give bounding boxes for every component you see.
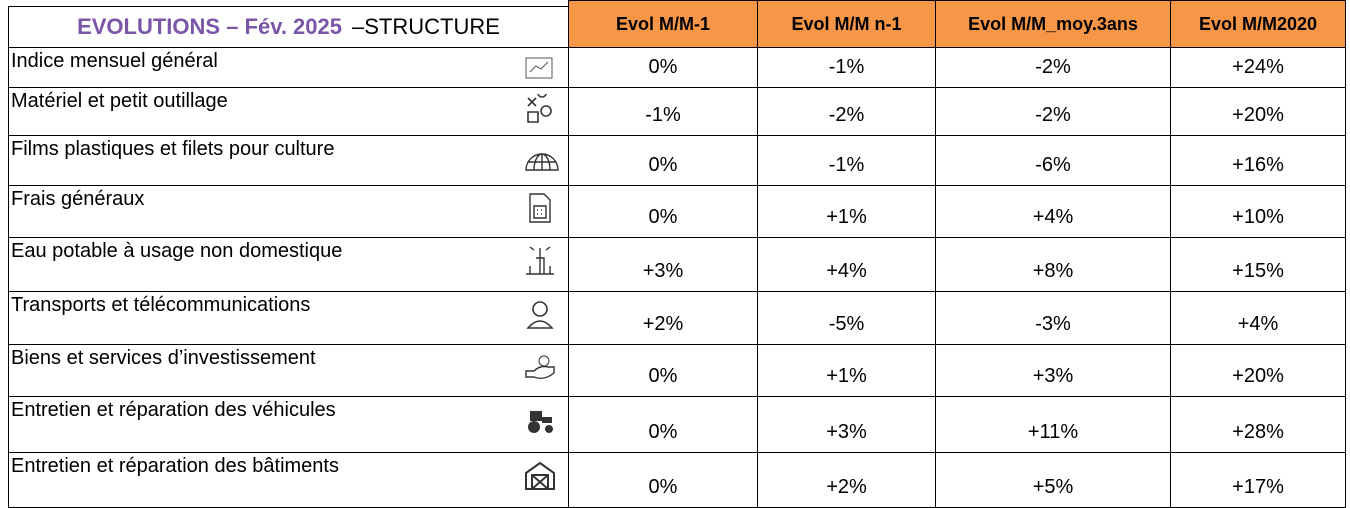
row-label: Eau potable à usage non domestique <box>8 237 569 292</box>
value-cell: +2% <box>757 452 936 508</box>
row-label: Entretien et réparation des véhicules <box>8 396 569 453</box>
value-cell: -2% <box>757 87 936 136</box>
value-cell: +2% <box>568 291 758 345</box>
row-label: Films plastiques et filets pour culture <box>8 135 569 186</box>
row-icon <box>525 153 559 171</box>
column-header: Evol M/M_moy.3ans <box>935 0 1171 48</box>
value-cell: +3% <box>935 344 1171 397</box>
title: EVOLUTIONS – Fév. 2025 <box>77 14 342 39</box>
value-cell: -1% <box>757 47 936 88</box>
value-cell: 0% <box>568 344 758 397</box>
row-icon <box>525 461 555 490</box>
row-label: Frais généraux <box>8 185 569 238</box>
row-icon <box>525 57 553 79</box>
title-cell: EVOLUTIONS – Fév. 2025 –STRUCTURE <box>8 6 569 48</box>
value-cell: +24% <box>1170 47 1346 88</box>
value-cell: +11% <box>935 396 1171 453</box>
column-header: Evol M/M-1 <box>568 0 758 48</box>
row-icon <box>526 246 554 275</box>
value-cell: +3% <box>757 396 936 453</box>
value-cell: +1% <box>757 344 936 397</box>
value-cell: -1% <box>757 135 936 186</box>
value-cell: +16% <box>1170 135 1346 186</box>
value-cell: 0% <box>568 47 758 88</box>
value-cell: 0% <box>568 135 758 186</box>
row-label: Matériel et petit outillage <box>8 87 569 136</box>
value-cell: -2% <box>935 87 1171 136</box>
value-cell: 0% <box>568 452 758 508</box>
row-label: Entretien et réparation des bâtiments <box>8 452 569 508</box>
value-cell: +17% <box>1170 452 1346 508</box>
column-header: Evol M/M n-1 <box>757 0 936 48</box>
column-header: Evol M/M2020 <box>1170 0 1346 48</box>
value-cell: -3% <box>935 291 1171 345</box>
value-cell: +20% <box>1170 344 1346 397</box>
value-cell: -6% <box>935 135 1171 186</box>
value-cell: 0% <box>568 396 758 453</box>
value-cell: +8% <box>935 237 1171 292</box>
row-icon <box>525 355 555 380</box>
value-cell: -5% <box>757 291 936 345</box>
value-cell: -2% <box>935 47 1171 88</box>
row-label: Indice mensuel général <box>8 47 569 88</box>
value-cell: +15% <box>1170 237 1346 292</box>
row-icon <box>528 411 553 433</box>
row-label: Biens et services d’investissement <box>8 344 569 397</box>
value-cell: +1% <box>757 185 936 238</box>
value-cell: -1% <box>568 87 758 136</box>
value-cell: +10% <box>1170 185 1346 238</box>
value-cell: +4% <box>757 237 936 292</box>
row-icon <box>527 94 552 123</box>
subtitle: –STRUCTURE <box>352 14 500 39</box>
row-label: Transports et télécommunications <box>8 291 569 345</box>
value-cell: +4% <box>1170 291 1346 345</box>
value-cell: 0% <box>568 185 758 238</box>
value-cell: +28% <box>1170 396 1346 453</box>
value-cell: +4% <box>935 185 1171 238</box>
row-icon <box>526 301 554 329</box>
value-cell: +20% <box>1170 87 1346 136</box>
value-cell: +3% <box>568 237 758 292</box>
value-cell: +5% <box>935 452 1171 508</box>
row-icon <box>529 193 551 223</box>
